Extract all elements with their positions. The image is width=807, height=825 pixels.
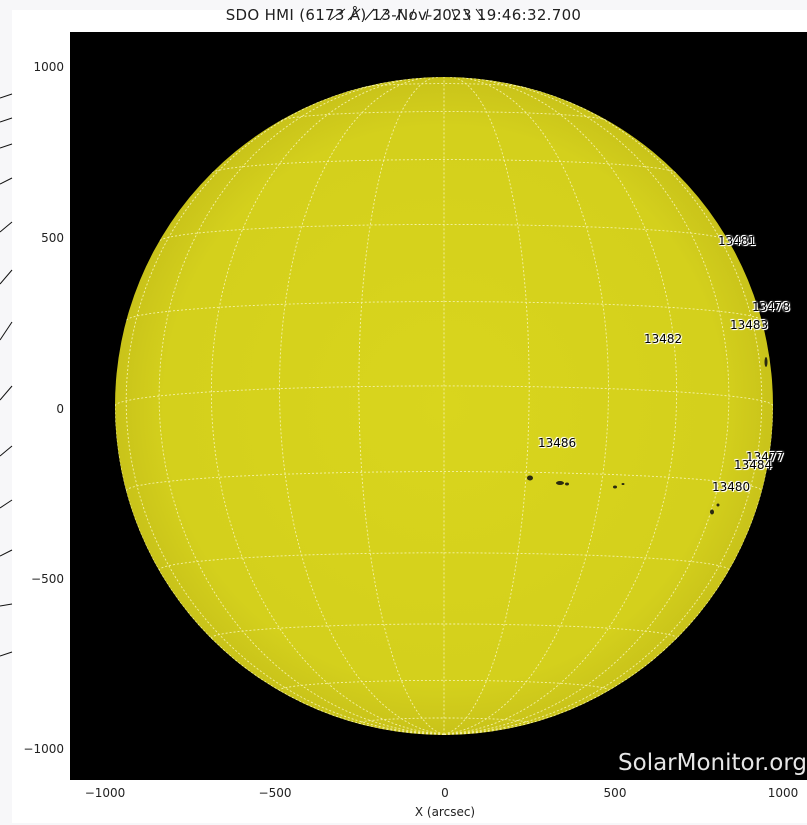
- grid-line: [125, 471, 763, 492]
- x-tick-label: 1000: [767, 786, 799, 800]
- solar-disk-plot: 13481 13478 13483 13482 13486 13477 1348…: [70, 32, 807, 780]
- y-tick-label: 1000: [33, 60, 64, 74]
- grid-line: [443, 77, 530, 735]
- grid-line: [158, 78, 445, 735]
- x-tick-label: −1000: [84, 786, 126, 800]
- sunspots: [527, 357, 768, 515]
- grid-line: [443, 77, 678, 735]
- x-tick-label: −500: [258, 786, 292, 800]
- region-label-13484: 13484: [734, 458, 773, 472]
- region-label-13478: 13478: [752, 300, 791, 314]
- grid-line: [211, 159, 677, 174]
- grid-line: [443, 85, 763, 735]
- grid-line: [159, 223, 729, 241]
- region-label-13486: 13486: [538, 436, 577, 450]
- plot-title: SDO HMI (6173 Å) 13-Nov-2023 19:46:32.70…: [225, 6, 582, 24]
- region-label-13482: 13482: [644, 332, 683, 346]
- region-label-13480: 13480: [712, 480, 751, 494]
- x-tick-label: 0: [441, 786, 449, 800]
- y-tick-label: −1000: [23, 742, 64, 756]
- grid-line: [443, 78, 730, 735]
- region-label-13483: 13483: [730, 318, 769, 332]
- grid-line: [280, 111, 608, 121]
- grid-line: [279, 77, 445, 735]
- watermark: SolarMonitor.org: [618, 750, 807, 776]
- y-tick-label: 0: [56, 402, 64, 416]
- grid-line: [443, 77, 609, 735]
- solar-disk-image: [115, 77, 773, 735]
- region-label-13477: 13477: [746, 450, 785, 464]
- region-label-13481: 13481: [718, 234, 757, 248]
- grid-line: [361, 83, 527, 88]
- y-tick-label: −500: [31, 572, 64, 586]
- grid-line: [125, 85, 445, 735]
- grid-line: [358, 717, 530, 725]
- x-tick-label: 500: [603, 786, 627, 800]
- x-axis-label: X (arcsec): [414, 805, 476, 819]
- y-tick-label: 500: [41, 231, 64, 245]
- heliographic-grid: [115, 77, 773, 735]
- grid-line: [115, 385, 773, 407]
- grid-line: [210, 77, 445, 735]
- grid-line: [358, 77, 445, 735]
- grid-line: [158, 552, 730, 571]
